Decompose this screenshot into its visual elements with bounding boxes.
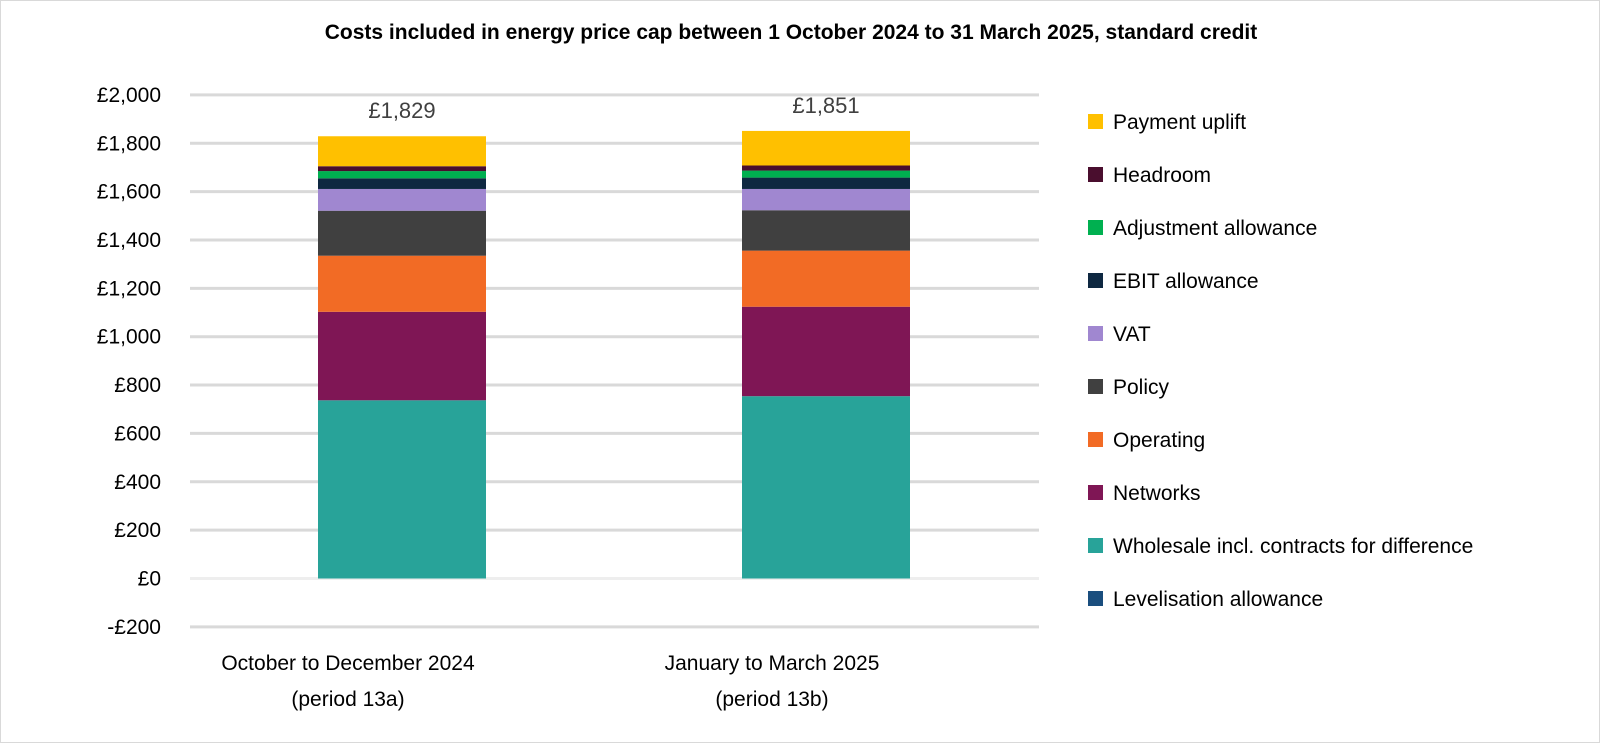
bar-segment-headroom [318, 166, 486, 172]
y-tick-label: £1,200 [97, 277, 161, 300]
legend-label: Policy [1113, 376, 1170, 399]
legend-label: Operating [1113, 429, 1205, 452]
y-tick-label: £2,000 [97, 84, 161, 107]
legend-label: Adjustment allowance [1113, 217, 1317, 240]
legend-item: Levelisation allowance [1088, 588, 1323, 611]
bar-segment-headroom [742, 165, 910, 171]
legend-label: EBIT allowance [1113, 270, 1259, 293]
y-tick-label: £600 [114, 422, 161, 445]
y-tick-label: £1,000 [97, 326, 161, 349]
legend-item: Adjustment allowance [1088, 217, 1317, 240]
bar-segment-ebit-allowance [318, 178, 486, 189]
legend-item: Wholesale incl. contracts for difference [1088, 535, 1473, 558]
legend-label: Wholesale incl. contracts for difference [1113, 535, 1473, 558]
legend-item: Networks [1088, 482, 1201, 505]
legend: Payment uplift Headroom Adjustment allowan… [1088, 111, 1473, 611]
legend-item: Payment uplift [1088, 111, 1246, 134]
gridlines [190, 93, 1039, 629]
total-label: £1,851 [792, 93, 859, 118]
legend-item: Headroom [1088, 164, 1211, 187]
bar-segment-wholesale-incl-contracts-for-difference [742, 396, 910, 579]
y-tick-label: £200 [114, 519, 161, 542]
bar-segment-adjustment-allowance [742, 170, 910, 178]
legend-item: EBIT allowance [1088, 270, 1259, 293]
legend-swatch [1088, 591, 1103, 606]
x-axis-categories: October to December 2024 (period 13a) Janu… [221, 652, 879, 711]
legend-swatch [1088, 379, 1103, 394]
legend-swatch [1088, 114, 1103, 129]
bar-segment-operating [742, 250, 910, 307]
legend-swatch [1088, 432, 1103, 447]
bar-segment-policy [318, 210, 486, 256]
bar-segment-adjustment-allowance [318, 171, 486, 179]
legend-swatch [1088, 167, 1103, 182]
total-label: £1,829 [368, 98, 435, 123]
y-tick-label: £400 [114, 471, 161, 494]
legend-swatch [1088, 326, 1103, 341]
legend-item: VAT [1088, 323, 1151, 346]
bar-segment-payment-uplift [742, 130, 910, 166]
legend-item: Operating [1088, 429, 1205, 452]
legend-swatch [1088, 220, 1103, 235]
bar-segment-wholesale-incl-contracts-for-difference [318, 400, 486, 579]
bars [318, 130, 910, 579]
bar-segment-vat [318, 188, 486, 211]
y-tick-label: -£200 [107, 616, 161, 639]
x-category-label: January to March 2025 [665, 652, 880, 675]
legend-label: Headroom [1113, 164, 1211, 187]
legend-label: Networks [1113, 482, 1201, 505]
legend-swatch [1088, 538, 1103, 553]
bar-segment-policy [742, 210, 910, 251]
bar-segment-ebit-allowance [742, 177, 910, 189]
x-category-label: October to December 2024 [221, 652, 475, 675]
y-tick-label: £1,600 [97, 181, 161, 204]
legend-item: Policy [1088, 376, 1170, 399]
bar-segment-payment-uplift [318, 136, 486, 167]
legend-swatch [1088, 485, 1103, 500]
x-category-label: (period 13b) [715, 688, 828, 711]
legend-swatch [1088, 273, 1103, 288]
chart-title: Costs included in energy price cap betwe… [325, 21, 1258, 44]
legend-label: VAT [1113, 323, 1151, 346]
y-tick-label: £800 [114, 374, 161, 397]
y-axis-ticks: -£200 £0 £200 £400 £600 £800 £1,000 £1,200 £1,40… [97, 84, 161, 639]
bar-segment-vat [742, 188, 910, 211]
y-tick-label: £1,800 [97, 132, 161, 155]
y-tick-label: £1,400 [97, 229, 161, 252]
legend-label: Levelisation allowance [1113, 588, 1323, 611]
bar-segment-networks [318, 311, 486, 401]
y-tick-label: £0 [138, 568, 161, 591]
x-category-label: (period 13a) [291, 688, 404, 711]
total-labels: £1,829 £1,851 [368, 93, 859, 123]
bar-segment-networks [742, 306, 910, 397]
legend-label: Payment uplift [1113, 111, 1246, 134]
bar-segment-operating [318, 255, 486, 312]
